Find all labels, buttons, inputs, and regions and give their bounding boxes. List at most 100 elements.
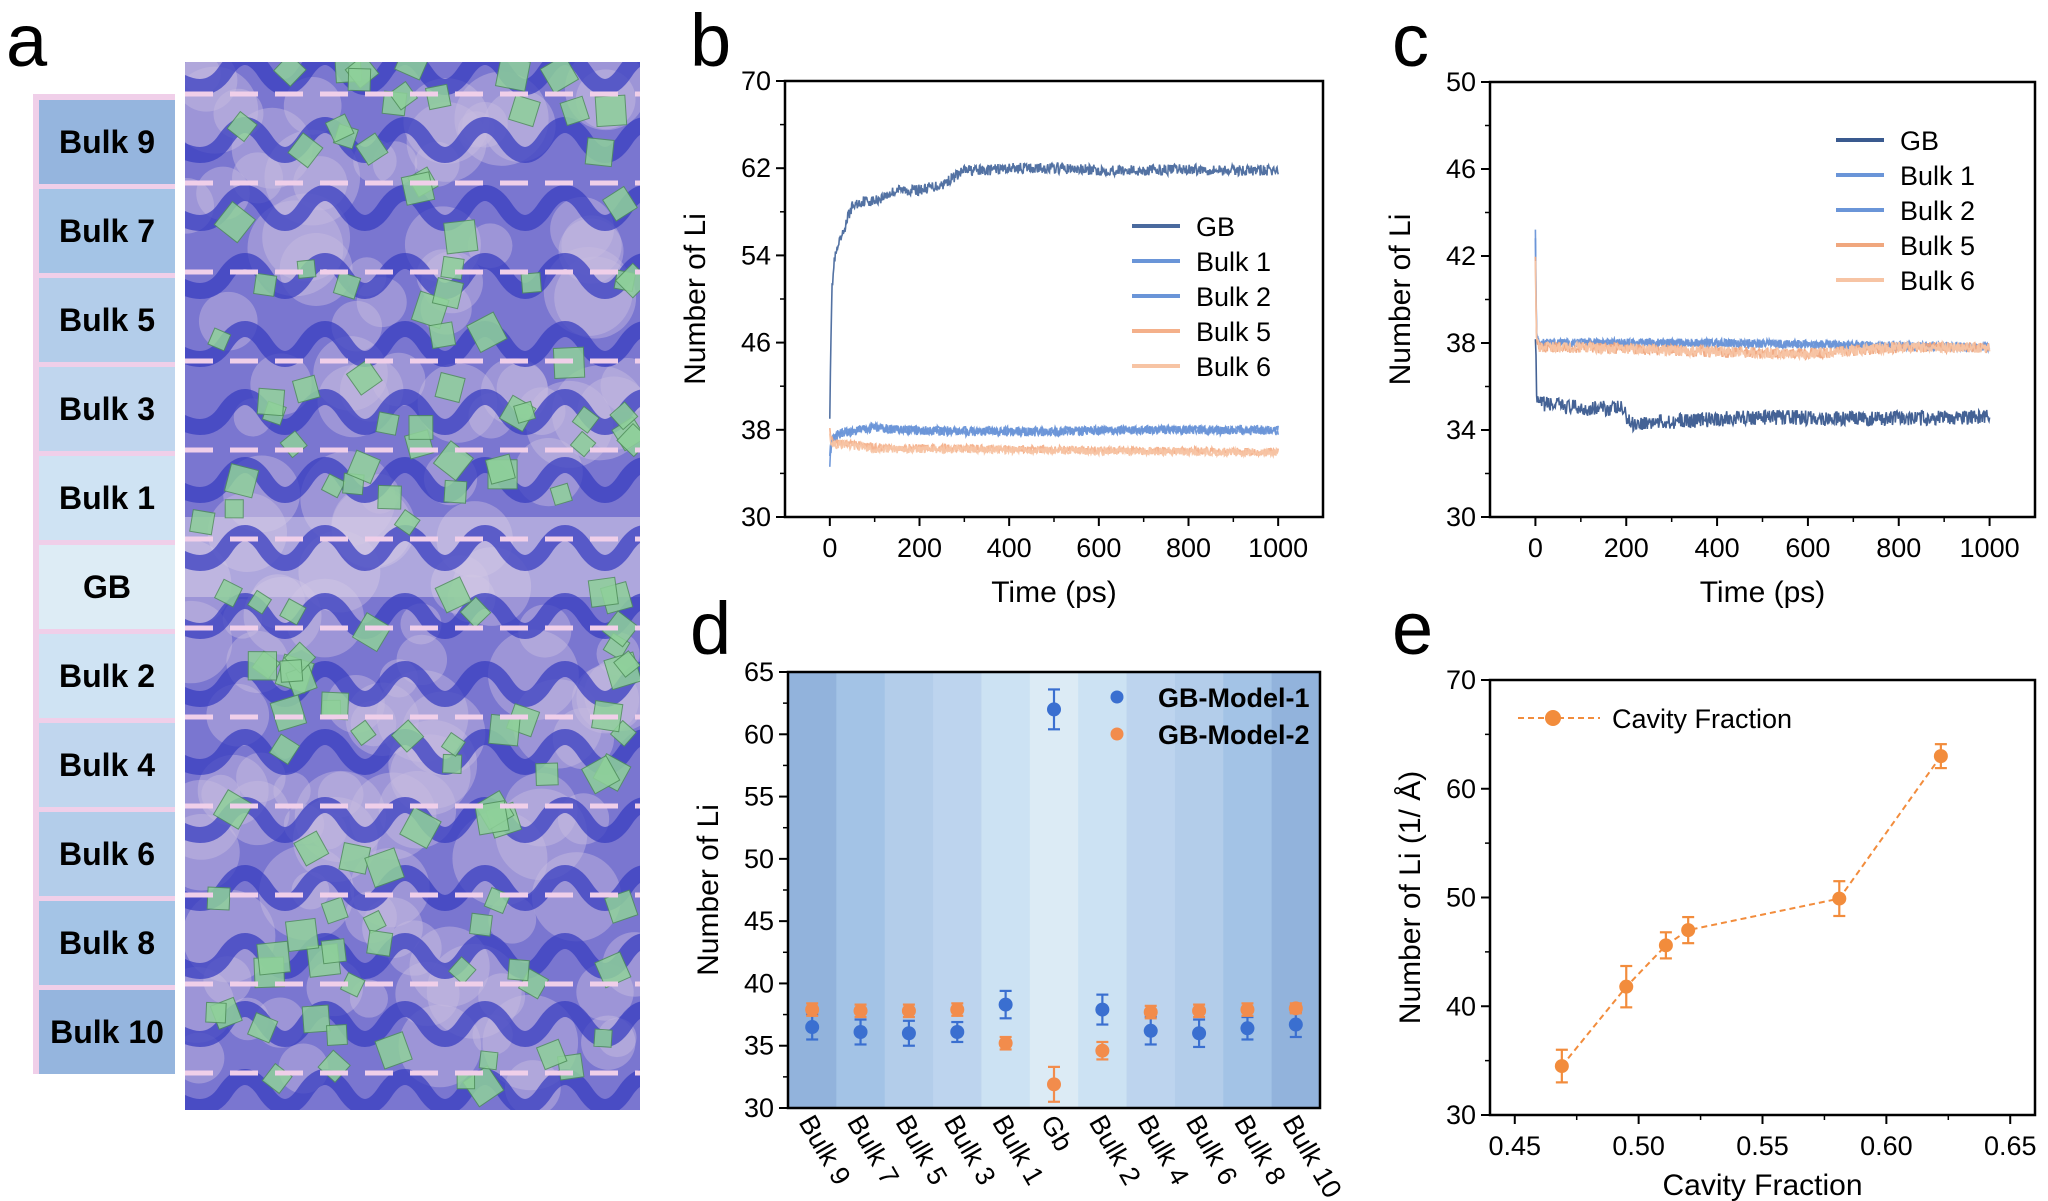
plot-frame: [1488, 80, 2037, 519]
polyhedron: [269, 694, 308, 733]
polyhedron: [355, 132, 389, 166]
y-tick-label: 34: [1446, 415, 1476, 445]
data-point: [998, 1036, 1013, 1051]
legend-label: GB: [1900, 126, 1939, 156]
polyhedron: [616, 422, 640, 458]
data-point: [805, 1020, 820, 1035]
y-tick-label: 40: [1446, 991, 1476, 1021]
polyhedron: [374, 1031, 413, 1070]
polyhedron: [377, 484, 402, 510]
x-tick-label: 1000: [1248, 533, 1308, 563]
panel-label-b: b: [690, 0, 732, 82]
polyhedron: [256, 940, 292, 976]
polyhedron: [408, 414, 434, 440]
panel-label-c: c: [1392, 0, 1429, 82]
polyhedron: [447, 956, 477, 985]
polyhedron: [593, 1028, 613, 1048]
category-band: [788, 672, 837, 1108]
polyhedron: [440, 731, 466, 757]
polyhedron: [268, 733, 301, 766]
x-tick-label: 0.65: [1984, 1131, 2037, 1161]
series-line-bulk-6: [1534, 260, 1991, 362]
y-tick-label: 35: [744, 1031, 774, 1061]
haze-patch: [518, 604, 572, 658]
layer-label: GB: [39, 545, 175, 629]
panel-label-d: d: [690, 587, 732, 670]
polyhedron: [484, 453, 516, 485]
polyhedron: [287, 132, 324, 169]
polyhedron: [223, 462, 260, 499]
polyhedron: [494, 62, 531, 92]
y-tick-label: 54: [741, 240, 771, 270]
polyhedron: [587, 576, 619, 608]
framework-ribbon: [185, 797, 640, 843]
framework-ribbon: [185, 1069, 640, 1110]
polyhedron: [434, 576, 472, 614]
data-point: [1143, 1023, 1158, 1038]
polyhedron: [604, 889, 639, 924]
y-axis-title: Number of Li: [1384, 214, 1417, 386]
framework-ribbon: [185, 321, 640, 367]
polyhedron: [535, 1038, 568, 1071]
framework-ribbon: [185, 525, 640, 571]
y-tick-label: 30: [1446, 1100, 1476, 1130]
polyhedron: [279, 598, 307, 626]
layer-label: Bulk 3: [39, 367, 175, 451]
polyhedron: [320, 896, 349, 925]
y-tick-label: 30: [1446, 502, 1476, 532]
polyhedron: [513, 400, 537, 424]
layer-label: Bulk 2: [39, 634, 175, 718]
polyhedron: [393, 509, 421, 536]
chart-c: 30 34 38 42 46 50 0 200 400 600 800 1000 Time (ps) Nu…: [1384, 67, 2037, 609]
polyhedron: [189, 509, 216, 536]
data-point: [1681, 923, 1696, 938]
polyhedron: [366, 929, 394, 957]
y-axis-title: Number of Li (1/ Å): [1394, 771, 1427, 1024]
panel-label-e: e: [1392, 587, 1434, 670]
legend-label: Bulk 5: [1900, 231, 1975, 261]
y-axis-title: Number of Li: [679, 213, 712, 385]
polyhedron: [390, 719, 425, 753]
polyhedron: [466, 311, 508, 354]
y-tick-label: 50: [1446, 883, 1476, 913]
x-tick-label: 400: [987, 533, 1032, 563]
polyhedron: [213, 200, 257, 244]
data-point: [1658, 938, 1673, 953]
polyhedron: [320, 473, 346, 499]
x-tick-label: 0: [822, 533, 837, 563]
data-point: [1240, 1002, 1255, 1017]
polyhedron: [213, 578, 243, 608]
polyhedron: [350, 719, 377, 747]
y-tick-label: 70: [741, 66, 771, 96]
y-tick-label: 30: [741, 502, 771, 532]
polyhedron: [324, 113, 355, 143]
polyhedron: [507, 958, 530, 982]
polyhedron: [428, 321, 457, 350]
data-point: [1832, 891, 1847, 906]
polyhedron: [580, 755, 621, 795]
polyhedron: [559, 95, 590, 127]
polyhedron: [301, 1004, 331, 1034]
haze-patch: [406, 102, 487, 182]
legend-label: Bulk 6: [1196, 352, 1271, 382]
data-point: [1095, 1002, 1110, 1017]
layer-label: Bulk 9: [39, 100, 175, 184]
x-tick-label: 800: [1876, 533, 1921, 563]
legend-marker: [1545, 710, 1561, 726]
y-tick-label: 70: [1446, 665, 1476, 695]
y-tick-label: 45: [744, 906, 774, 936]
polyhedron: [478, 1050, 499, 1071]
polyhedron: [364, 847, 405, 889]
x-tick-label: 0: [1528, 533, 1543, 563]
polyhedron: [247, 589, 273, 615]
legend-label: GB-Model-1: [1158, 683, 1310, 713]
polyhedron: [549, 482, 573, 506]
data-point: [853, 1025, 868, 1040]
legend-label: Bulk 2: [1196, 282, 1271, 312]
polyhedron: [459, 596, 492, 629]
haze-patch: [185, 889, 276, 983]
data-point: [1554, 1059, 1569, 1074]
polyhedron: [279, 659, 304, 683]
layer-label: Bulk 5: [39, 278, 175, 362]
data-point: [1192, 1026, 1207, 1041]
